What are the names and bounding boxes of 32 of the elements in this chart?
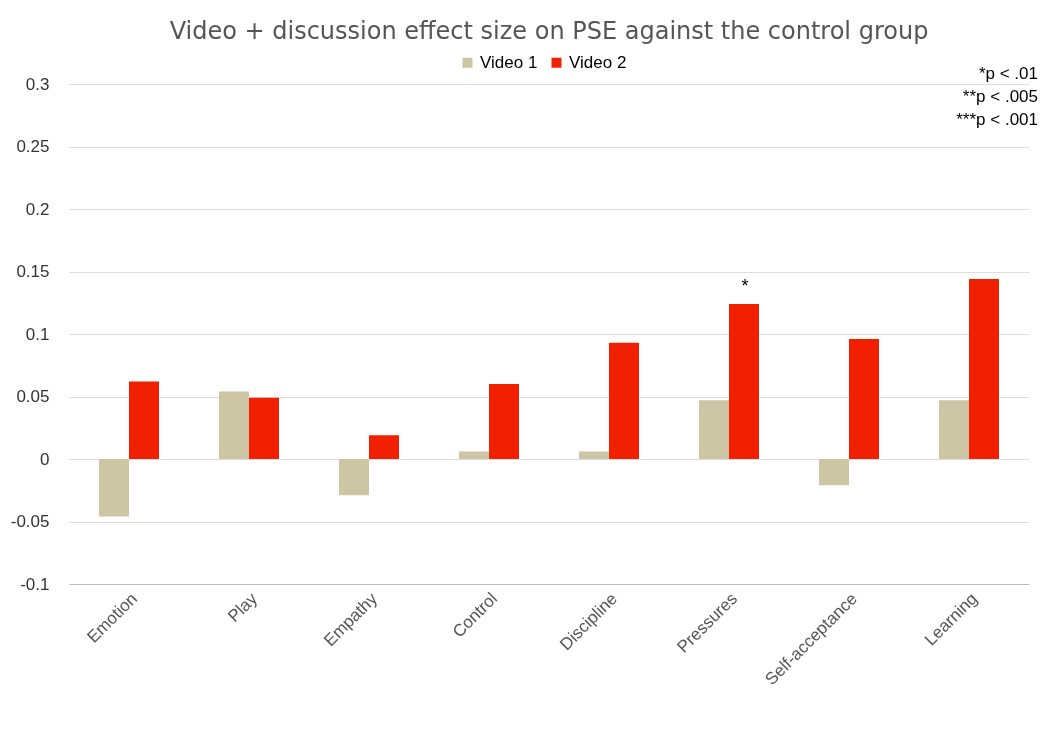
y-tick-label: 0.3: [25, 74, 50, 94]
text: *p < .01: [977, 63, 1038, 85]
y-tick-label: 0.25: [16, 137, 50, 156]
bar: [609, 342, 639, 459]
legend-label: Video 1: [480, 52, 538, 72]
bar: [849, 339, 879, 459]
y-tick-label: -0.05: [10, 512, 50, 531]
bar: [939, 400, 969, 459]
bar: [249, 397, 279, 459]
annotation: *: [741, 276, 749, 296]
y-tick-label: 0: [40, 449, 50, 469]
bar: [579, 451, 609, 459]
y-tick-label: -0.1: [20, 574, 50, 594]
bar: [699, 400, 729, 459]
legend-label: Video 2: [569, 52, 627, 72]
bar: [459, 451, 489, 459]
bar: [489, 384, 519, 459]
bar: [369, 435, 399, 459]
bar: [969, 279, 999, 459]
annotation: **p < .005: [961, 86, 1038, 108]
y-tick-label: 0.15: [16, 262, 50, 281]
bar: [819, 459, 849, 486]
annotation: ***p < .001: [956, 109, 1038, 131]
y-tick-label: 0.1: [25, 324, 50, 344]
bar: [729, 304, 759, 459]
chart-title: Video + discussion effect size on PSE against the control group: [169, 17, 929, 45]
bar: [129, 381, 159, 459]
y-tick-label: 0.2: [25, 199, 50, 219]
bar: [339, 459, 369, 496]
bar: [219, 391, 249, 459]
y-tick-label: 0.05: [16, 387, 50, 406]
bar: [99, 459, 129, 517]
